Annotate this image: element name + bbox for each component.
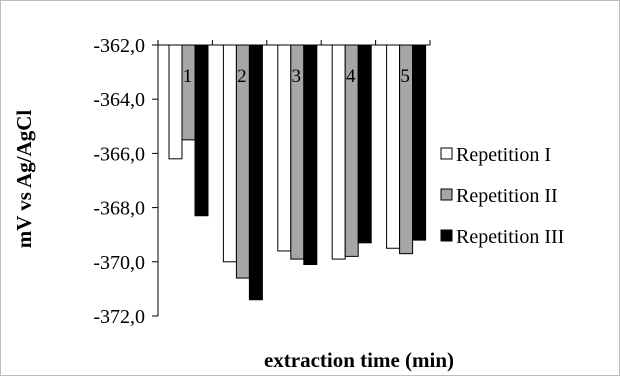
y-axis-label: mV vs Ag/AgCl — [12, 110, 36, 249]
bars — [168, 44, 427, 301]
legend-swatch — [440, 147, 453, 160]
bar-3-4 — [357, 44, 372, 244]
y-tick-label: -370,0 — [93, 252, 145, 274]
bar-1-1 — [168, 44, 183, 160]
legend: Repetition I Repetition II Repetition III — [440, 144, 564, 248]
category-label: 3 — [292, 66, 302, 87]
legend-swatch — [440, 188, 453, 201]
bar-3-3 — [303, 44, 318, 266]
bar-3-1 — [194, 44, 209, 217]
legend-label: Repetition II — [456, 185, 558, 207]
y-tick-label: -362,0 — [93, 35, 145, 57]
bar-1-5 — [386, 44, 401, 249]
legend-swatch — [440, 229, 453, 242]
category-labels: 1 2 3 4 5 — [183, 66, 410, 87]
bar-3-5 — [412, 44, 427, 241]
legend-label: Repetition I — [456, 144, 551, 166]
bar-1-2 — [222, 44, 237, 263]
y-tick-labels: -362,0 -364,0 -366,0 -368,0 -370,0 -372,0 — [93, 35, 145, 328]
legend-label: Repetition III — [456, 226, 564, 248]
bar-3-2 — [248, 44, 263, 301]
y-tick-label: -366,0 — [93, 143, 145, 165]
y-tick-label: -372,0 — [93, 306, 145, 328]
bar-1-3 — [277, 44, 292, 252]
bar-2-1 — [181, 44, 196, 141]
x-axis-label: extraction time (min) — [264, 348, 454, 372]
category-label: 2 — [237, 66, 247, 87]
category-label: 1 — [183, 66, 193, 87]
category-label: 5 — [400, 66, 410, 87]
y-tick-label: -368,0 — [93, 198, 145, 220]
y-tick-label: -364,0 — [93, 89, 145, 111]
bar-1-4 — [331, 44, 346, 260]
category-label: 4 — [346, 66, 356, 87]
